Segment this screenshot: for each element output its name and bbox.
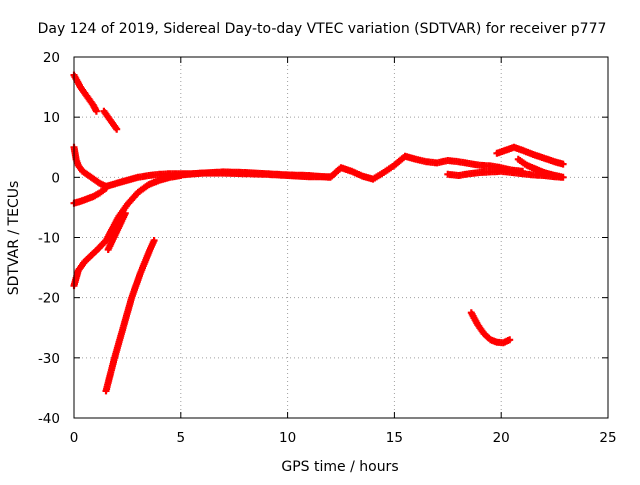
x-axis-label: GPS time / hours [281,459,398,475]
series-arc-b [100,107,121,133]
series-arc-m [467,309,514,347]
y-tick-label: -10 [38,231,60,247]
x-tick-label: 15 [386,430,403,446]
axes: 0 5 10 15 20 25 -40 -30 -20 -10 0 10 20 [38,50,617,446]
data-point [150,237,158,244]
y-tick-label: -20 [38,291,60,307]
series-arc-k [493,143,567,168]
y-axis-label: SDTVAR / TECUs [6,181,22,296]
chart-title: Day 124 of 2019, Sidereal Day-to-day VTE… [38,21,607,37]
series-arc-l [514,155,565,181]
series-arc-g [102,237,158,395]
x-tick-label: 5 [177,430,186,446]
y-tick-label: 10 [43,110,60,126]
series-arc-f [104,209,129,253]
data-point [121,209,129,217]
x-tick-label: 10 [279,430,296,446]
data-point [92,107,100,115]
y-tick-label: -40 [38,411,60,427]
data-point [557,173,565,181]
data-point [113,125,121,133]
series-arc-d [70,184,110,207]
x-tick-label: 0 [70,430,79,446]
x-tick-label: 25 [599,430,616,446]
series-arc-i [166,152,527,183]
data-point [559,160,567,168]
data-point [506,336,514,344]
x-tick-label: 20 [493,430,510,446]
y-tick-label: 0 [51,170,60,186]
series-arc-c [70,143,110,190]
y-tick-label: 20 [43,50,60,66]
series-arc-e [70,172,185,290]
y-tick-label: -30 [38,351,60,367]
series-arc-a [70,71,100,115]
data-points [70,71,567,395]
